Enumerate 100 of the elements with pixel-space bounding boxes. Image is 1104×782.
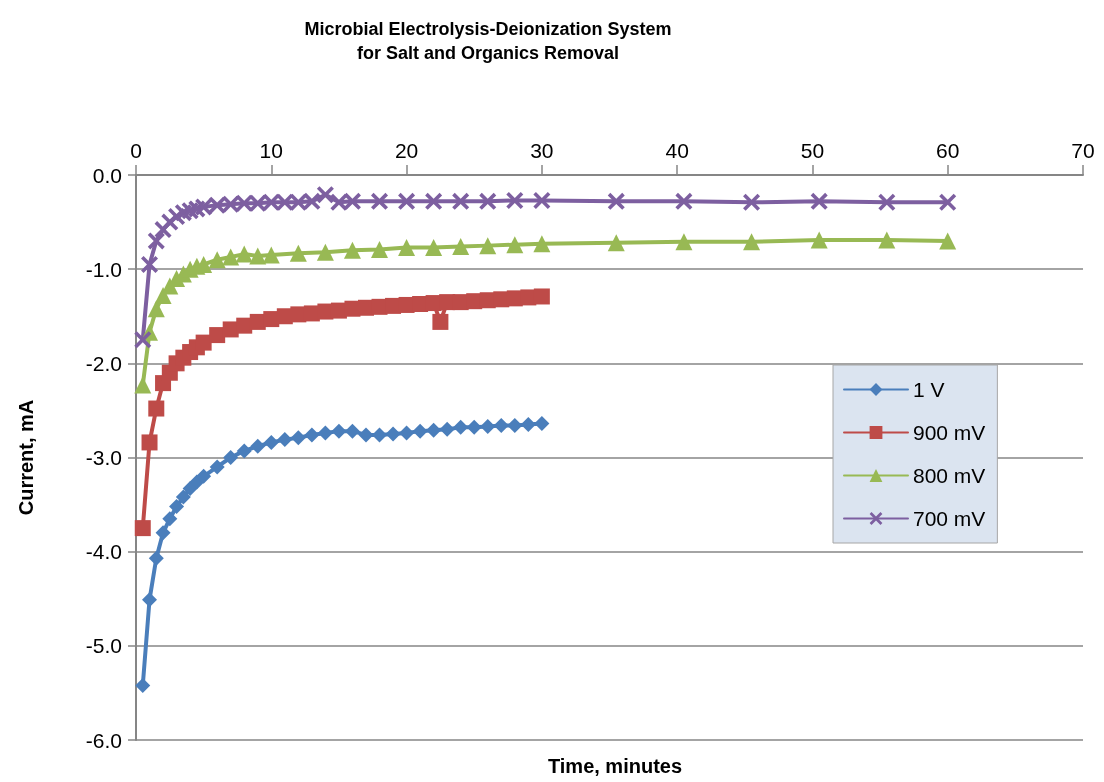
point bbox=[209, 327, 226, 344]
point bbox=[289, 193, 307, 211]
point bbox=[743, 233, 761, 251]
y-tick-label: 0.0 bbox=[92, 163, 122, 187]
x-tick-label: 40 bbox=[665, 139, 689, 162]
point bbox=[141, 255, 159, 273]
point bbox=[343, 241, 361, 259]
point bbox=[262, 246, 280, 264]
point bbox=[235, 245, 253, 263]
point bbox=[399, 425, 415, 441]
point bbox=[236, 443, 252, 459]
point bbox=[466, 419, 482, 435]
point bbox=[534, 416, 550, 432]
point bbox=[289, 244, 307, 262]
point bbox=[162, 511, 178, 527]
point bbox=[303, 192, 321, 210]
point bbox=[878, 193, 896, 211]
x-tick-label: 60 bbox=[936, 139, 960, 162]
point bbox=[316, 186, 334, 204]
point bbox=[316, 243, 334, 261]
point bbox=[675, 233, 693, 251]
point bbox=[520, 417, 536, 433]
point bbox=[142, 592, 158, 608]
point bbox=[209, 459, 225, 475]
point bbox=[607, 234, 625, 252]
point bbox=[533, 191, 551, 209]
x-tick-label: 0 bbox=[130, 139, 142, 162]
point bbox=[249, 247, 267, 265]
point bbox=[425, 239, 443, 257]
point bbox=[372, 427, 388, 443]
point bbox=[304, 427, 320, 443]
point bbox=[344, 423, 360, 439]
point bbox=[533, 235, 551, 253]
point bbox=[141, 434, 158, 451]
point bbox=[506, 191, 524, 209]
point bbox=[480, 418, 496, 434]
point bbox=[208, 251, 226, 269]
point bbox=[607, 192, 625, 210]
legend-label: 800 mV bbox=[913, 464, 986, 487]
point bbox=[810, 192, 828, 210]
point bbox=[276, 193, 294, 211]
point bbox=[385, 426, 401, 442]
point bbox=[263, 434, 279, 450]
point bbox=[398, 192, 416, 210]
chart-title: Microbial Electrolysis-Deionization System for Salt and Organics Removal bbox=[304, 19, 672, 63]
point bbox=[196, 468, 212, 484]
point bbox=[250, 438, 266, 454]
point bbox=[426, 422, 442, 438]
point bbox=[134, 376, 152, 394]
point bbox=[358, 427, 374, 443]
point bbox=[223, 450, 239, 465]
point bbox=[208, 196, 226, 214]
y-tick-label: -3.0 bbox=[85, 446, 122, 469]
point bbox=[939, 193, 957, 211]
point bbox=[331, 423, 347, 439]
x-tick-label: 20 bbox=[394, 139, 419, 162]
point bbox=[135, 677, 151, 693]
y-tick-label: -6.0 bbox=[85, 728, 122, 752]
x-tick-label: 50 bbox=[800, 139, 825, 162]
point bbox=[147, 232, 165, 250]
point bbox=[155, 525, 171, 541]
point bbox=[398, 239, 416, 257]
point bbox=[222, 248, 240, 266]
point bbox=[479, 192, 497, 210]
point bbox=[317, 425, 333, 441]
x-axis-title: Time, minutes bbox=[547, 755, 683, 777]
point bbox=[878, 231, 896, 249]
point bbox=[371, 240, 389, 258]
legend-label: 900 mV bbox=[913, 421, 986, 444]
point bbox=[939, 232, 957, 250]
point bbox=[148, 400, 165, 417]
point bbox=[195, 198, 213, 216]
point bbox=[506, 236, 524, 254]
x-tick-label: 70 bbox=[1071, 139, 1095, 162]
point bbox=[169, 498, 185, 514]
point bbox=[195, 334, 212, 351]
x-tick-label: 10 bbox=[259, 139, 283, 162]
point bbox=[493, 417, 509, 433]
legend-label: 700 mV bbox=[913, 507, 986, 530]
y-tick-label: -5.0 bbox=[85, 634, 122, 658]
point bbox=[479, 237, 497, 255]
point bbox=[330, 193, 348, 211]
point bbox=[432, 313, 449, 330]
point bbox=[148, 550, 164, 566]
point bbox=[439, 421, 455, 437]
point bbox=[533, 288, 550, 305]
point bbox=[743, 193, 761, 211]
point bbox=[371, 192, 389, 210]
point bbox=[175, 489, 191, 505]
point bbox=[507, 417, 523, 433]
point bbox=[290, 430, 306, 446]
point bbox=[452, 192, 470, 210]
point bbox=[810, 231, 828, 249]
point bbox=[249, 194, 267, 212]
point bbox=[343, 192, 361, 210]
point bbox=[412, 423, 428, 439]
point bbox=[134, 520, 151, 537]
point bbox=[134, 331, 152, 349]
point bbox=[222, 195, 240, 213]
y-tick-label: -1.0 bbox=[85, 257, 122, 281]
